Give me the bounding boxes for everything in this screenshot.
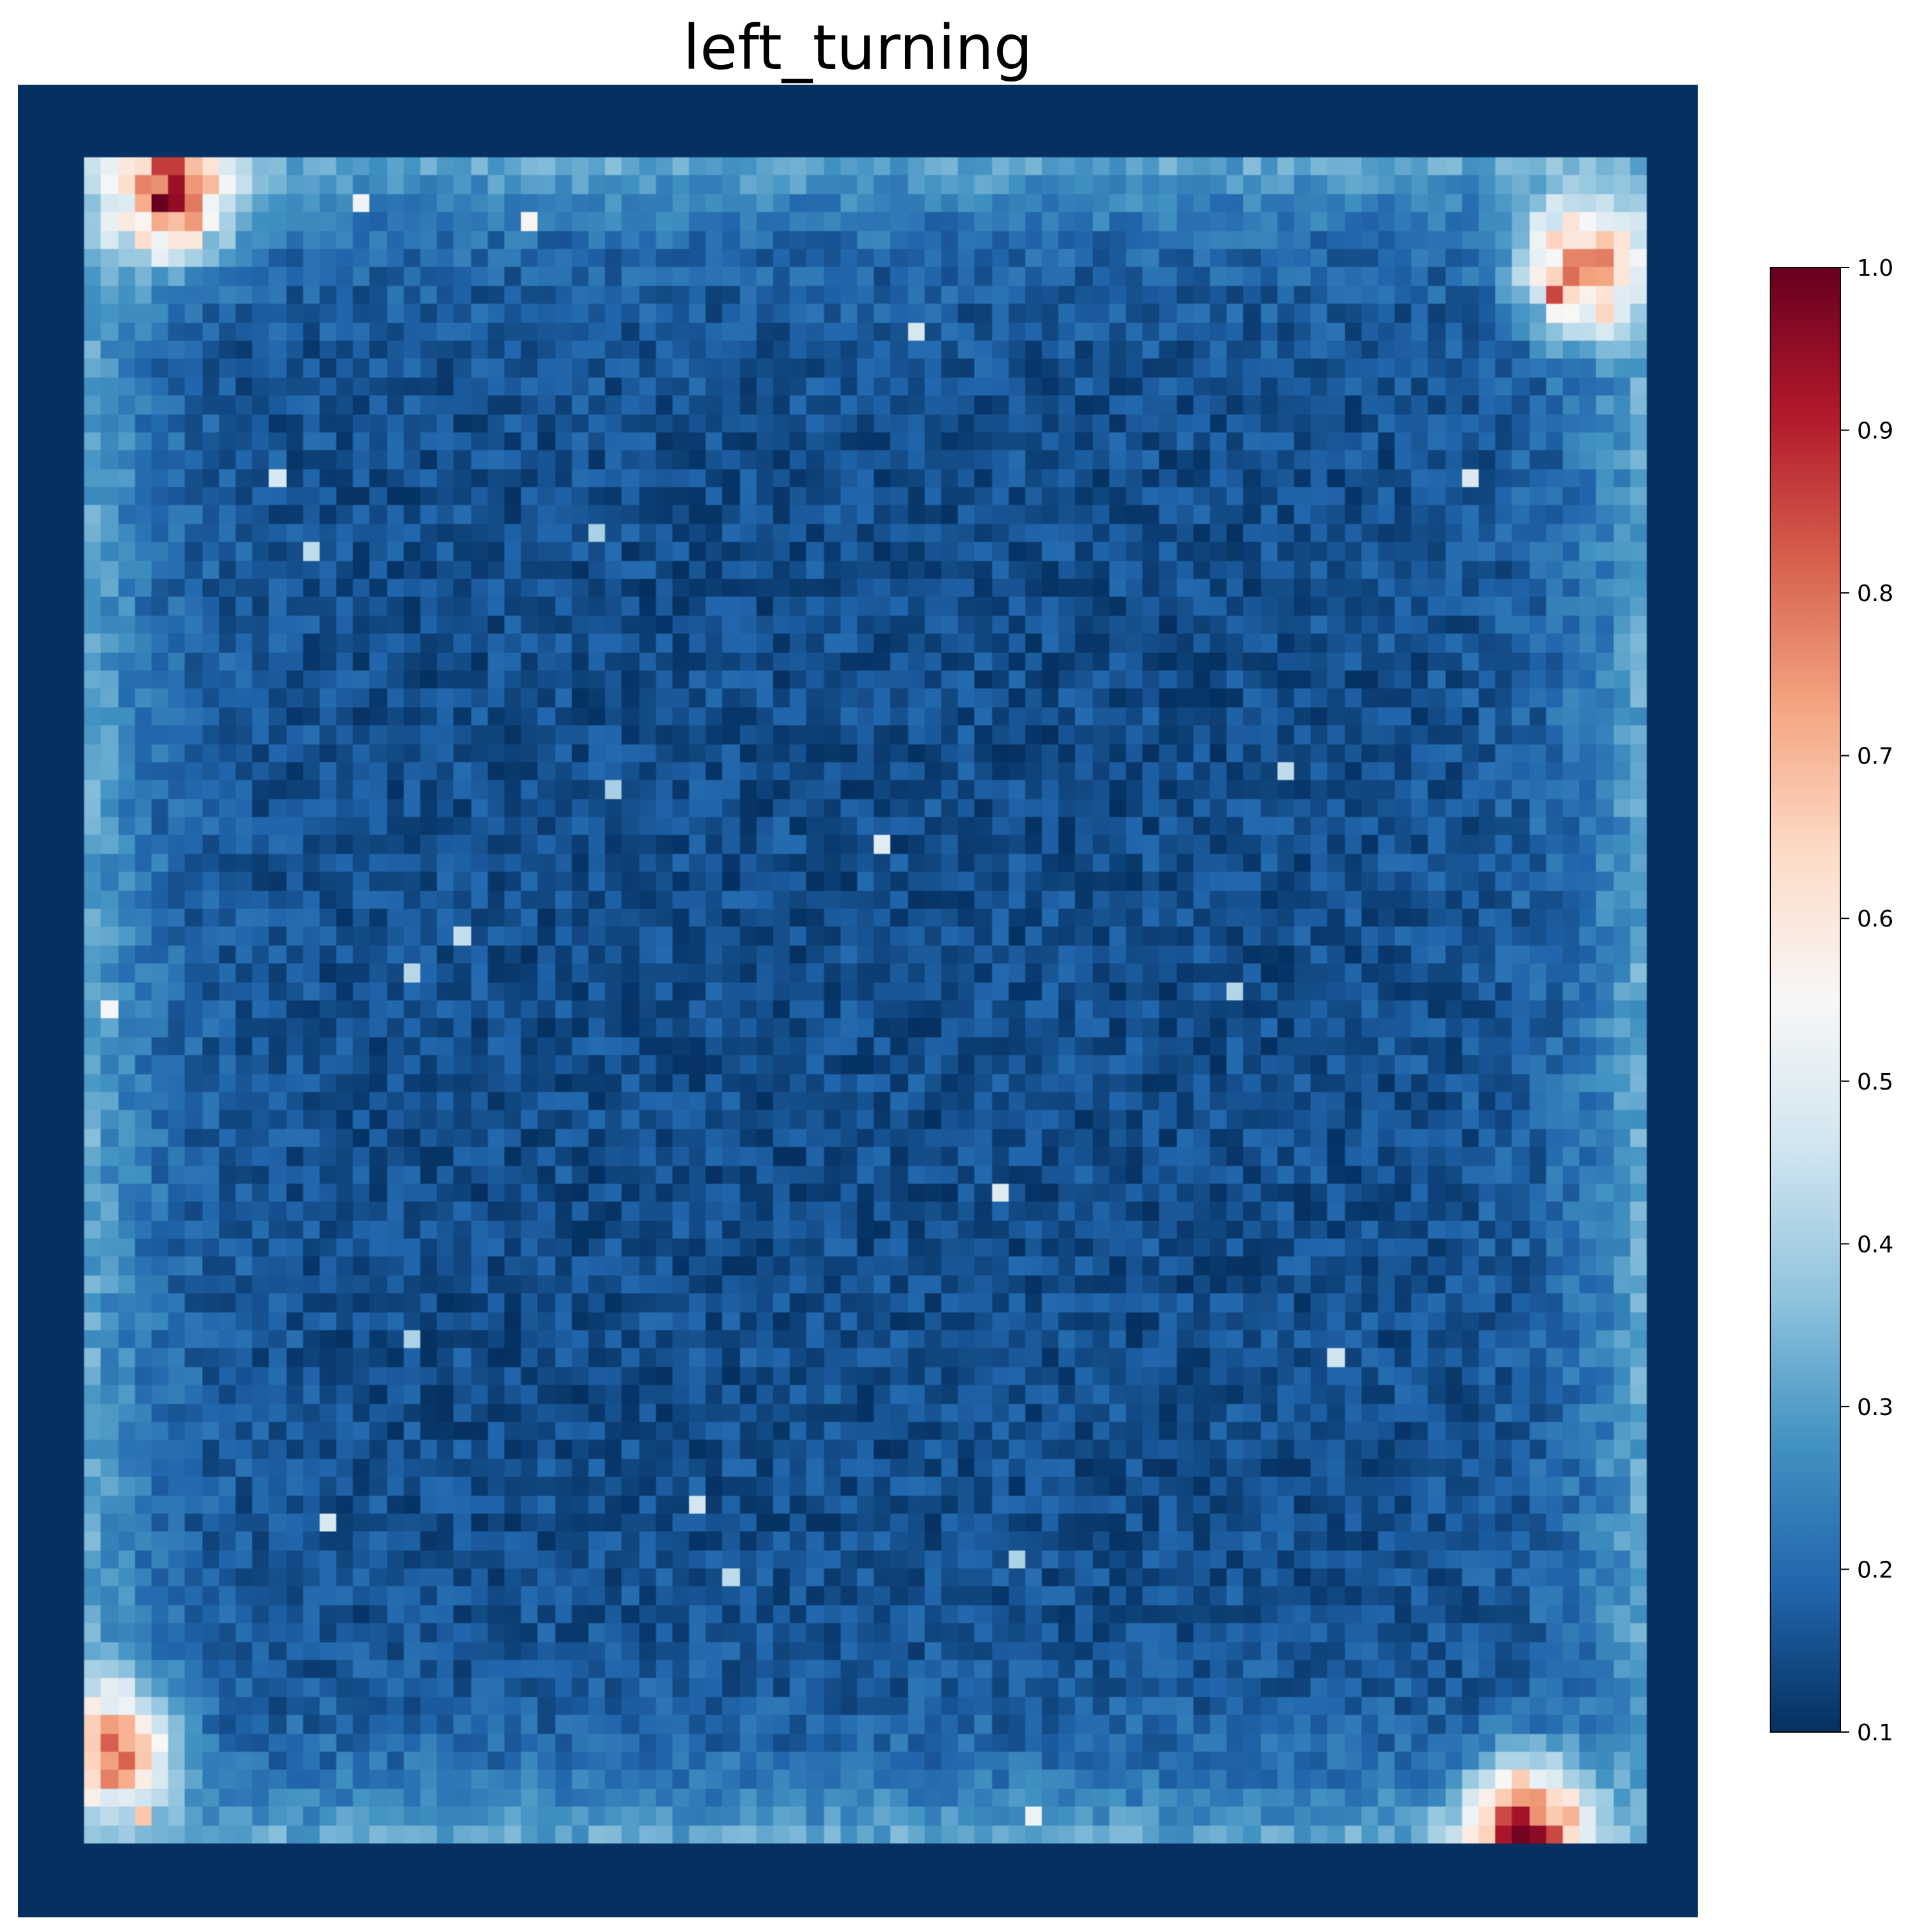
colorbar-tick-label: 0.7 (1857, 744, 1893, 770)
colorbar-tick-label: 0.9 (1857, 418, 1893, 444)
chart-title: left_turning (683, 12, 1033, 83)
heatmap-plot (18, 85, 1698, 1917)
colorbar: 0.1 0.2 0.3 0.4 0.5 0.6 0.7 0.8 0.9 1.0 (1770, 255, 1893, 1746)
colorbar-ticks: 0.1 0.2 0.3 0.4 0.5 0.6 0.7 0.8 0.9 1.0 (1840, 255, 1893, 1746)
colorbar-tick-label: 0.4 (1857, 1232, 1893, 1258)
colorbar-tick-label: 0.1 (1857, 1720, 1893, 1746)
colorbar-gradient (1770, 267, 1841, 1733)
colorbar-tick-label: 0.2 (1857, 1557, 1893, 1583)
colorbar-tick-label: 0.5 (1857, 1069, 1893, 1095)
colorbar-tick-label: 0.6 (1857, 906, 1893, 932)
colorbar-tick-label: 1.0 (1857, 255, 1893, 281)
colorbar-tick-label: 0.3 (1857, 1395, 1893, 1421)
colorbar-tick-label: 0.8 (1857, 581, 1893, 607)
